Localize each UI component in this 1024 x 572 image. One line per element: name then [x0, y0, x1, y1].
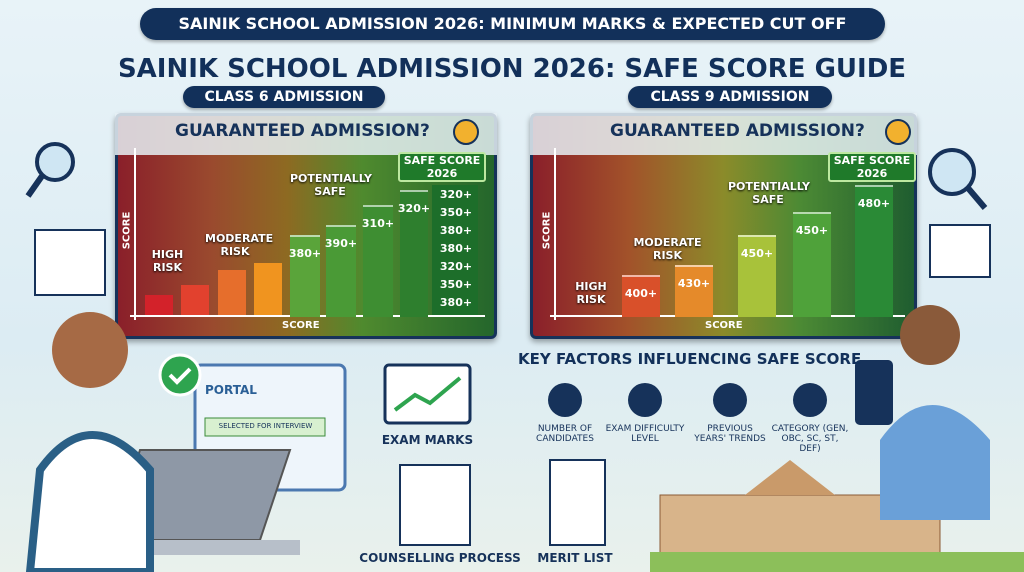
page-title: SAINIK SCHOOL ADMISSION 2026: SAFE SCORE… [117, 54, 907, 84]
bar-label: 320+ [397, 202, 431, 215]
help-icon [453, 119, 479, 145]
safe-score-item: 380+ [439, 242, 473, 255]
panel-header [115, 113, 497, 155]
bar-label: 450+ [795, 224, 829, 237]
marks-monitor [383, 363, 472, 425]
bar-label: 450+ [740, 247, 774, 260]
check-badge [158, 353, 202, 397]
status-box [204, 417, 326, 437]
score-bar [793, 212, 831, 317]
panel-header [530, 113, 917, 155]
portal-status: SELECTED FOR INTERVIEW [218, 422, 313, 430]
safe-score-item: 350+ [439, 206, 473, 219]
question: GUARANTEED ADMISSION? [610, 121, 865, 141]
safe-score-box: SAFE SCORE 2026 [398, 152, 486, 182]
zone-label: MODERATE RISK [633, 236, 702, 262]
magnifier-icon [965, 186, 988, 210]
check-badge [168, 367, 192, 385]
magnifier-icon [25, 174, 45, 198]
checklist [399, 464, 471, 546]
chart-icon [929, 224, 991, 278]
help-icon [885, 119, 911, 145]
clipboard [549, 459, 606, 546]
bar-label: 480+ [857, 197, 891, 210]
zone-label: POTENTIALLY SAFE [290, 172, 373, 198]
safe-column [432, 185, 478, 315]
y-axis-label: SCORE [121, 211, 133, 250]
bar-label: 380+ [288, 247, 322, 260]
banner: SAINIK SCHOOL ADMISSION 2026: MINIMUM MA… [140, 8, 885, 40]
question: GUARANTEED ADMISSION? [175, 121, 430, 141]
student [900, 305, 960, 365]
bar-label: 400+ [624, 287, 658, 300]
bar-shape [218, 270, 246, 315]
bar-label: 310+ [361, 217, 395, 230]
x-axis-label: SCORE [705, 320, 743, 331]
factor-label: PREVIOUS YEARS' TRENDS [694, 424, 766, 444]
score-bar [738, 235, 776, 317]
zone-label: HIGH RISK [575, 280, 607, 306]
score-bar [622, 275, 660, 317]
safe-score-item: 320+ [439, 188, 473, 201]
factor-icons [548, 383, 827, 417]
score-bar [290, 235, 320, 317]
bar-shape [181, 285, 209, 315]
panel-heading: CLASS 9 ADMISSION [628, 86, 832, 108]
score-bar [855, 185, 893, 317]
safe-score-item: 350+ [439, 278, 473, 291]
zone-label: HIGH RISK [151, 248, 184, 274]
student [25, 431, 154, 572]
step-label: COUNSELLING PROCESS [359, 551, 521, 565]
panel-heading: CLASS 6 ADMISSION [183, 86, 385, 108]
score-bar [363, 205, 393, 317]
factor-label: CATEGORY (GEN, OBC, SC, ST, DEF) [771, 424, 849, 454]
step-label: MERIT LIST [537, 551, 613, 565]
bar-shape [254, 263, 282, 315]
y-axis-label: SCORE [541, 211, 553, 250]
zone-label: MODERATE RISK [205, 232, 274, 258]
portal-title: PORTAL [205, 383, 257, 397]
student [880, 405, 990, 520]
safe-score-item: 320+ [439, 260, 473, 273]
factor-label: EXAM DIFFICULTY LEVEL [605, 424, 685, 444]
x-axis-label: SCORE [282, 320, 320, 331]
bar-label: 430+ [677, 277, 711, 290]
factor-label: NUMBER OF CANDIDATES [536, 424, 594, 444]
lawn [650, 552, 1024, 572]
chart-icon [34, 229, 106, 296]
safe-score-box: SAFE SCORE 2026 [828, 152, 916, 182]
phone [855, 360, 893, 425]
marks-trend [393, 376, 462, 412]
zone-label: POTENTIALLY SAFE [728, 180, 811, 206]
magnifier-icon [35, 142, 75, 182]
score-bar [675, 265, 713, 317]
axis [550, 148, 905, 320]
step-label: EXAM MARKS [381, 433, 474, 447]
safe-score-item: 380+ [439, 224, 473, 237]
bar-label: 390+ [324, 237, 358, 250]
bar-shape [145, 295, 173, 315]
school-building [745, 460, 835, 495]
score-bar [326, 225, 356, 317]
student [52, 312, 128, 388]
magnifier-icon [928, 148, 976, 196]
factors-title: KEY FACTORS INFLUENCING SAFE SCORE [518, 350, 862, 368]
score-bar [400, 190, 428, 317]
safe-score-item: 380+ [439, 296, 473, 309]
